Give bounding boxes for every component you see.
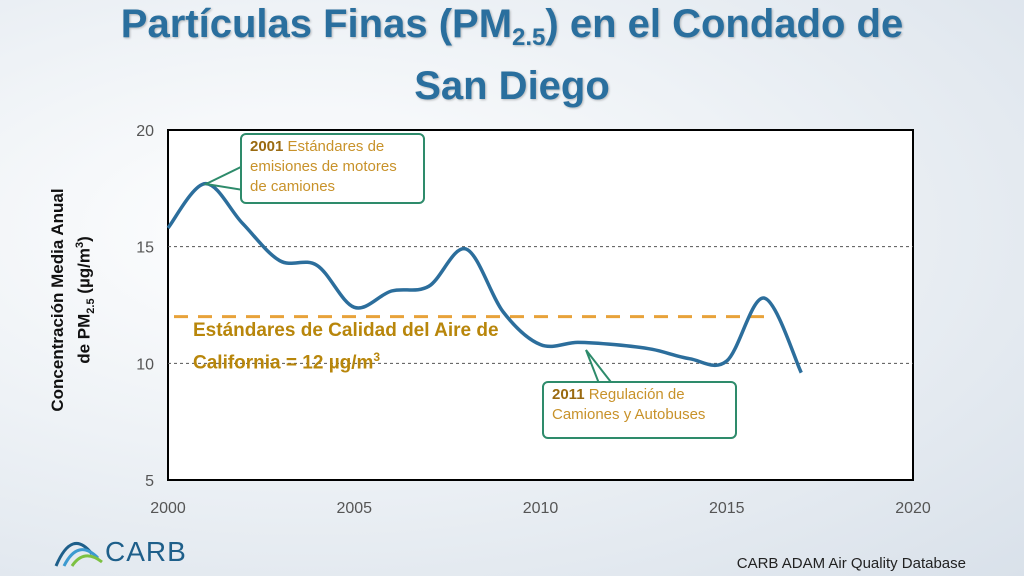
- x-tick-label: 2020: [895, 500, 931, 517]
- y-tick-label: 15: [136, 240, 154, 257]
- chart-title: Partículas Finas (PM2.5) en el Condado d…: [0, 0, 1024, 110]
- callout-2011: 2011 Regulación de Camiones y Autobuses: [542, 381, 737, 439]
- standard-label: Estándares de Calidad del Aire de Califo…: [193, 320, 499, 374]
- x-tick-label: 2010: [523, 500, 559, 517]
- y-tick-label: 5: [145, 473, 154, 490]
- y-tick-label: 20: [136, 123, 154, 140]
- carb-logo-text: CARB: [105, 536, 187, 567]
- x-tick-label: 2015: [709, 500, 745, 517]
- title-line-1: Partículas Finas (PM2.5) en el Condado d…: [120, 2, 904, 51]
- source-credit: CARB ADAM Air Quality Database: [736, 555, 966, 572]
- x-tick-label: 2005: [336, 500, 372, 517]
- carb-logo-icon: [54, 542, 103, 567]
- pm25-series-line: [166, 181, 803, 374]
- callout-2001: 2001 Estándares de emisiones de motores …: [240, 133, 425, 204]
- y-tick-label: 10: [136, 356, 154, 373]
- title-line-2: San Diego: [414, 64, 610, 108]
- x-tick-label: 2000: [150, 500, 186, 517]
